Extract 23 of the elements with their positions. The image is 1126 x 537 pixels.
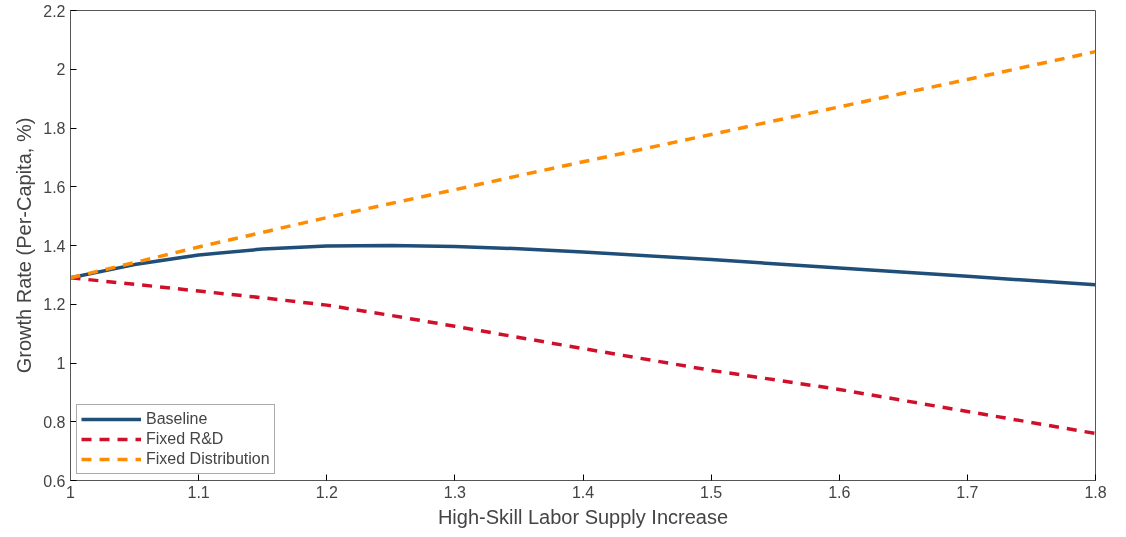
line-series [70,49,1096,280]
legend-label: Baseline [146,410,208,428]
x-tick-label: 1.5 [700,483,723,501]
legend-label: Fixed Distribution [146,450,270,468]
x-tick-label: 1.4 [571,483,595,501]
y-tick-label: 1.6 [43,178,66,196]
x-tick-label: 1.7 [956,483,979,501]
x-tick-label: 1.6 [828,483,851,501]
y-tick-label: 1 [56,355,66,372]
y-tick-label: 0.8 [43,413,66,431]
y-tick-label: 1.4 [43,237,66,255]
x-axis-title: High-Skill Labor Supply Increase [437,505,729,528]
y-tick-label: 0.6 [43,472,66,490]
x-tick-label: 1.8 [1084,483,1107,501]
y-tick-label: 2 [56,61,66,79]
y-tick-label: 2.2 [43,2,66,20]
x-tick-label: 1.2 [315,483,338,501]
legend-label: Fixed R&D [146,430,224,448]
y-tick-label: 1.8 [43,120,66,137]
x-tick-label: 1.3 [443,483,467,501]
y-tick-label: 1.2 [43,296,66,314]
x-tick-label: 1.1 [187,483,210,501]
y-axis-title: Growth Rate (Per-Capita, %) [13,117,36,374]
